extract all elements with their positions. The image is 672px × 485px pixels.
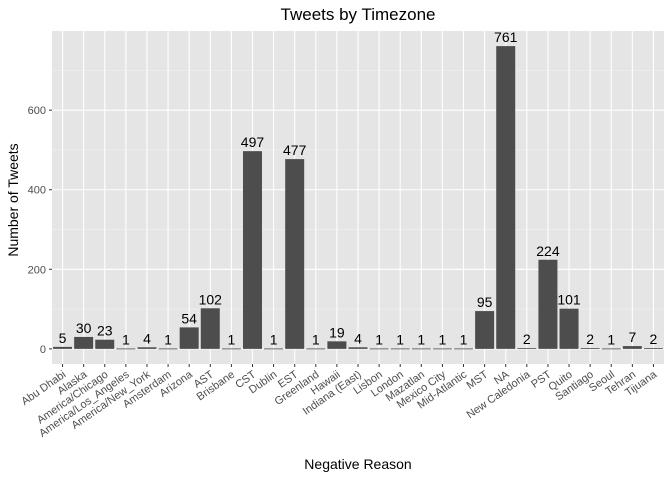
y-axis-title: Number of Tweets: [5, 143, 21, 256]
data-label: 95: [477, 294, 493, 310]
y-tick-label: 0: [40, 344, 46, 356]
data-label: 1: [375, 331, 383, 347]
bar: [348, 347, 368, 349]
bar: [221, 348, 241, 350]
data-label: 4: [143, 330, 151, 346]
x-tick-label: MST: [464, 368, 490, 391]
bar: [74, 336, 94, 349]
bars: [53, 46, 663, 350]
bar: [559, 308, 579, 349]
data-label: 2: [523, 331, 531, 347]
bar: [53, 346, 73, 349]
bar: [517, 348, 537, 349]
data-label: 1: [439, 331, 447, 347]
data-label: 1: [396, 331, 404, 347]
data-label: 1: [270, 331, 278, 347]
data-label: 497: [241, 134, 265, 150]
data-label: 1: [227, 331, 235, 347]
bar: [95, 339, 115, 349]
data-label: 19: [329, 324, 345, 340]
bar: [475, 311, 495, 349]
data-label: 224: [536, 243, 560, 259]
data-label: 7: [628, 329, 636, 345]
data-label: 2: [650, 331, 658, 347]
x-axis-ticks: Abu DhabiAlaskaAmerica/ChicagoAmerica/Lo…: [19, 364, 660, 440]
data-label: 1: [460, 331, 468, 347]
data-label: 4: [354, 330, 362, 346]
data-label: 1: [312, 331, 320, 347]
bar: [158, 348, 178, 350]
data-label: 1: [164, 331, 172, 347]
bar: [643, 348, 663, 349]
data-label: 30: [76, 320, 92, 336]
y-tick-label: 200: [28, 264, 46, 276]
data-label: 1: [607, 331, 615, 347]
bar: [496, 46, 516, 349]
bar: [432, 348, 452, 350]
bar: [264, 348, 284, 350]
bar: [454, 348, 474, 350]
y-tick-label: 600: [28, 105, 46, 117]
bar: [285, 159, 305, 349]
data-label: 761: [494, 29, 518, 45]
bar: [390, 348, 410, 350]
bar: [137, 347, 157, 349]
bar: [369, 348, 389, 350]
bar: [622, 346, 642, 349]
bar: [538, 259, 558, 349]
bar: [327, 341, 347, 349]
data-label: 477: [283, 142, 307, 158]
bar: [242, 151, 262, 349]
bar: [179, 327, 199, 349]
data-label: 2: [586, 331, 594, 347]
chart-title: Tweets by Timezone: [281, 5, 436, 24]
bar: [116, 348, 136, 350]
data-label: 102: [199, 291, 223, 307]
data-label: 101: [557, 292, 581, 308]
y-axis-ticks: 0 200 400 600: [28, 105, 52, 356]
bar: [411, 348, 431, 350]
bar: [601, 348, 621, 350]
bar: [580, 348, 600, 349]
data-label: 1: [122, 331, 130, 347]
y-tick-label: 400: [28, 185, 46, 197]
bar: [306, 348, 326, 350]
data-label: 23: [97, 323, 113, 339]
data-label: 1: [417, 331, 425, 347]
data-label: 5: [59, 330, 67, 346]
x-axis-title: Negative Reason: [304, 456, 411, 472]
data-label: 54: [181, 310, 197, 326]
bar: [200, 308, 220, 349]
